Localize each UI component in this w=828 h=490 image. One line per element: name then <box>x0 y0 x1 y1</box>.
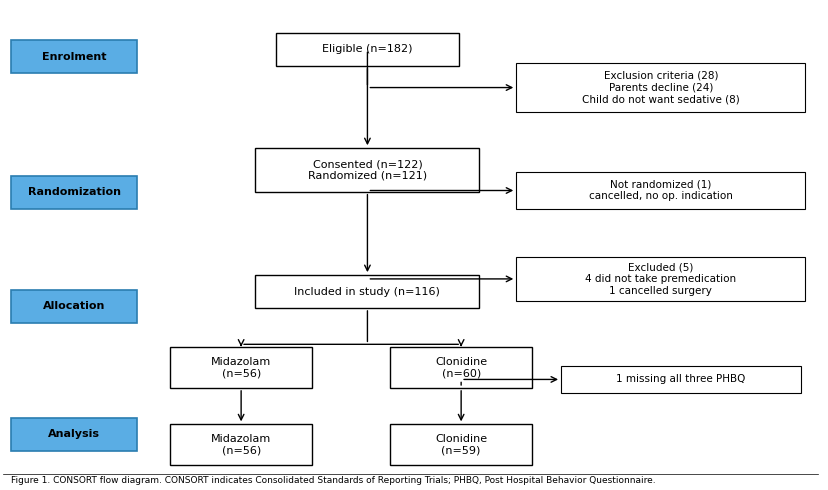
FancyBboxPatch shape <box>170 347 312 388</box>
Text: Eligible (n=182): Eligible (n=182) <box>322 44 412 54</box>
Text: Exclusion criteria (28)
Parents decline (24)
Child do not want sedative (8): Exclusion criteria (28) Parents decline … <box>581 71 739 104</box>
FancyBboxPatch shape <box>255 148 479 192</box>
FancyBboxPatch shape <box>516 172 805 209</box>
FancyBboxPatch shape <box>11 40 137 73</box>
FancyBboxPatch shape <box>516 257 805 301</box>
Text: Allocation: Allocation <box>43 301 105 311</box>
FancyBboxPatch shape <box>11 176 137 209</box>
Text: Clonidine
(n=59): Clonidine (n=59) <box>435 434 487 456</box>
FancyBboxPatch shape <box>389 424 532 465</box>
Text: Enrolment: Enrolment <box>41 51 106 62</box>
Text: Not randomized (1)
cancelled, no op. indication: Not randomized (1) cancelled, no op. ind… <box>588 180 732 201</box>
FancyBboxPatch shape <box>255 275 479 308</box>
Text: Midazolam
(n=56): Midazolam (n=56) <box>211 434 271 456</box>
Text: Midazolam
(n=56): Midazolam (n=56) <box>211 357 271 378</box>
FancyBboxPatch shape <box>11 290 137 322</box>
Text: Randomization: Randomization <box>27 187 120 197</box>
FancyBboxPatch shape <box>170 424 312 465</box>
Text: 1 missing all three PHBQ: 1 missing all three PHBQ <box>616 374 745 385</box>
Text: Included in study (n=116): Included in study (n=116) <box>294 287 440 296</box>
FancyBboxPatch shape <box>389 347 532 388</box>
Text: Consented (n=122)
Randomized (n=121): Consented (n=122) Randomized (n=121) <box>307 159 426 181</box>
Text: Figure 1. CONSORT flow diagram. CONSORT indicates Consolidated Standards of Repo: Figure 1. CONSORT flow diagram. CONSORT … <box>11 476 655 485</box>
Text: Clonidine
(n=60): Clonidine (n=60) <box>435 357 487 378</box>
Text: Analysis: Analysis <box>48 429 100 440</box>
FancyBboxPatch shape <box>276 33 459 66</box>
Text: Excluded (5)
4 did not take premedication
1 cancelled surgery: Excluded (5) 4 did not take premedicatio… <box>585 262 735 295</box>
FancyBboxPatch shape <box>11 418 137 451</box>
FancyBboxPatch shape <box>561 366 801 393</box>
FancyBboxPatch shape <box>516 63 805 112</box>
